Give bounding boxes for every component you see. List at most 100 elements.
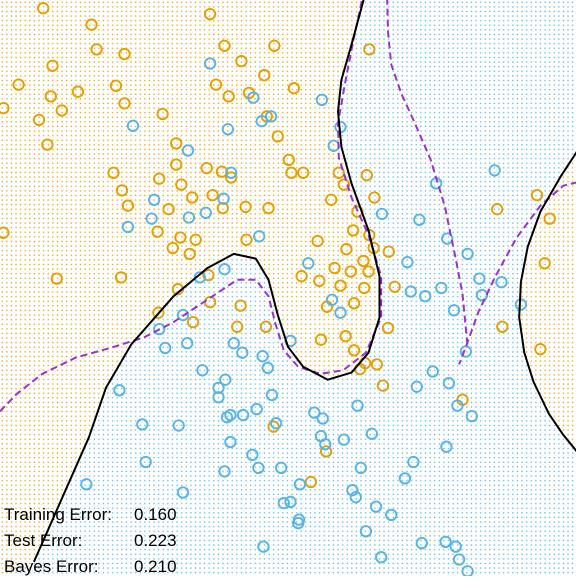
orange-point (313, 274, 326, 288)
blue-point (265, 388, 279, 402)
blue-point (398, 472, 412, 485)
blue-point (369, 500, 383, 513)
blue-point (212, 391, 225, 404)
blue-point (221, 123, 235, 136)
blue-point (172, 419, 185, 432)
orange-point (186, 191, 199, 204)
orange-point (332, 166, 345, 179)
error-stats: Training Error: 0.160 Test Error: 0.223 … (4, 502, 194, 580)
blue-point (488, 164, 501, 177)
blue-point (218, 263, 231, 276)
orange-point (222, 90, 235, 103)
blue-point (217, 192, 230, 205)
orange-point (368, 191, 381, 204)
orange-point (200, 161, 213, 175)
blue-point (227, 337, 240, 350)
orange-point (314, 333, 328, 346)
blue-point (236, 408, 250, 422)
blue-point (385, 508, 398, 522)
blue-point (181, 337, 194, 350)
orange-point (189, 233, 202, 246)
orange-point (166, 241, 179, 255)
orange-point (32, 113, 46, 127)
orange-point (297, 166, 310, 179)
orange-point (152, 306, 165, 319)
orange-point (358, 281, 371, 295)
blue-point (465, 409, 478, 423)
blue-point (255, 114, 268, 128)
orange-point (12, 78, 25, 91)
orange-point (311, 234, 324, 248)
training-error-label: Training Error: (4, 505, 113, 524)
blue-point (292, 516, 305, 530)
blue-point (199, 206, 212, 219)
blue-point (415, 536, 428, 550)
training-error-value: 0.160 (134, 505, 177, 524)
blue-point (250, 402, 263, 416)
orange-point (156, 107, 169, 121)
blue-point (308, 406, 321, 419)
orange-point (0, 101, 10, 115)
orange-point (285, 166, 298, 179)
blue-point (203, 57, 217, 70)
blue-point (246, 448, 259, 462)
training-error-row: Training Error: 0.160 (4, 502, 194, 528)
orange-point (328, 261, 341, 275)
orange-point (304, 475, 318, 489)
orange-point (325, 193, 338, 206)
orange-point (50, 272, 63, 285)
blue-point (293, 478, 307, 491)
orange-point (334, 279, 347, 292)
orange-point (170, 137, 183, 150)
orange-point (186, 315, 200, 329)
model-boundary-curve-2 (518, 151, 576, 453)
orange-point (376, 379, 390, 392)
blue-point (334, 306, 347, 319)
blue-point (182, 211, 196, 224)
blue-point (451, 399, 464, 412)
orange-point (37, 2, 50, 15)
blue-point (351, 399, 364, 412)
orange-point (534, 342, 547, 356)
orange-point (202, 268, 215, 282)
orange-point (347, 344, 361, 357)
orange-point (44, 90, 57, 103)
blue-point (442, 377, 456, 390)
orange-point (240, 233, 253, 246)
orange-point (107, 166, 120, 179)
blue-point (269, 417, 283, 430)
orange-point (262, 201, 275, 215)
blue-point (181, 144, 195, 157)
orange-point (340, 243, 353, 256)
blue-point (435, 281, 448, 295)
orange-point (231, 320, 244, 333)
blue-point (121, 220, 135, 234)
orange-point (235, 54, 248, 68)
blue-point (113, 384, 126, 397)
orange-point (234, 299, 247, 312)
model-boundary (32, 0, 576, 563)
orange-point (344, 265, 357, 278)
blue-point (139, 455, 152, 469)
blue-point (284, 495, 297, 509)
orange-point (46, 59, 59, 72)
blue-point (256, 350, 269, 363)
blue-point (253, 230, 266, 243)
blue-point (159, 341, 172, 355)
blue-point (316, 412, 329, 425)
orange-point (339, 330, 352, 343)
orange-point (347, 297, 361, 310)
orange-point (538, 257, 551, 270)
blue-point (252, 461, 265, 475)
orange-point (282, 153, 295, 167)
blue-point (145, 212, 158, 225)
blue-point (212, 381, 225, 395)
orange-point (337, 178, 351, 191)
test-error-row: Test Error: 0.223 (4, 528, 194, 554)
blue-point (219, 373, 232, 386)
model-boundary-curve-1 (32, 0, 381, 563)
blue-point (375, 207, 389, 221)
blue-point (247, 91, 260, 104)
orange-point (382, 245, 395, 258)
orange-point (90, 43, 103, 56)
